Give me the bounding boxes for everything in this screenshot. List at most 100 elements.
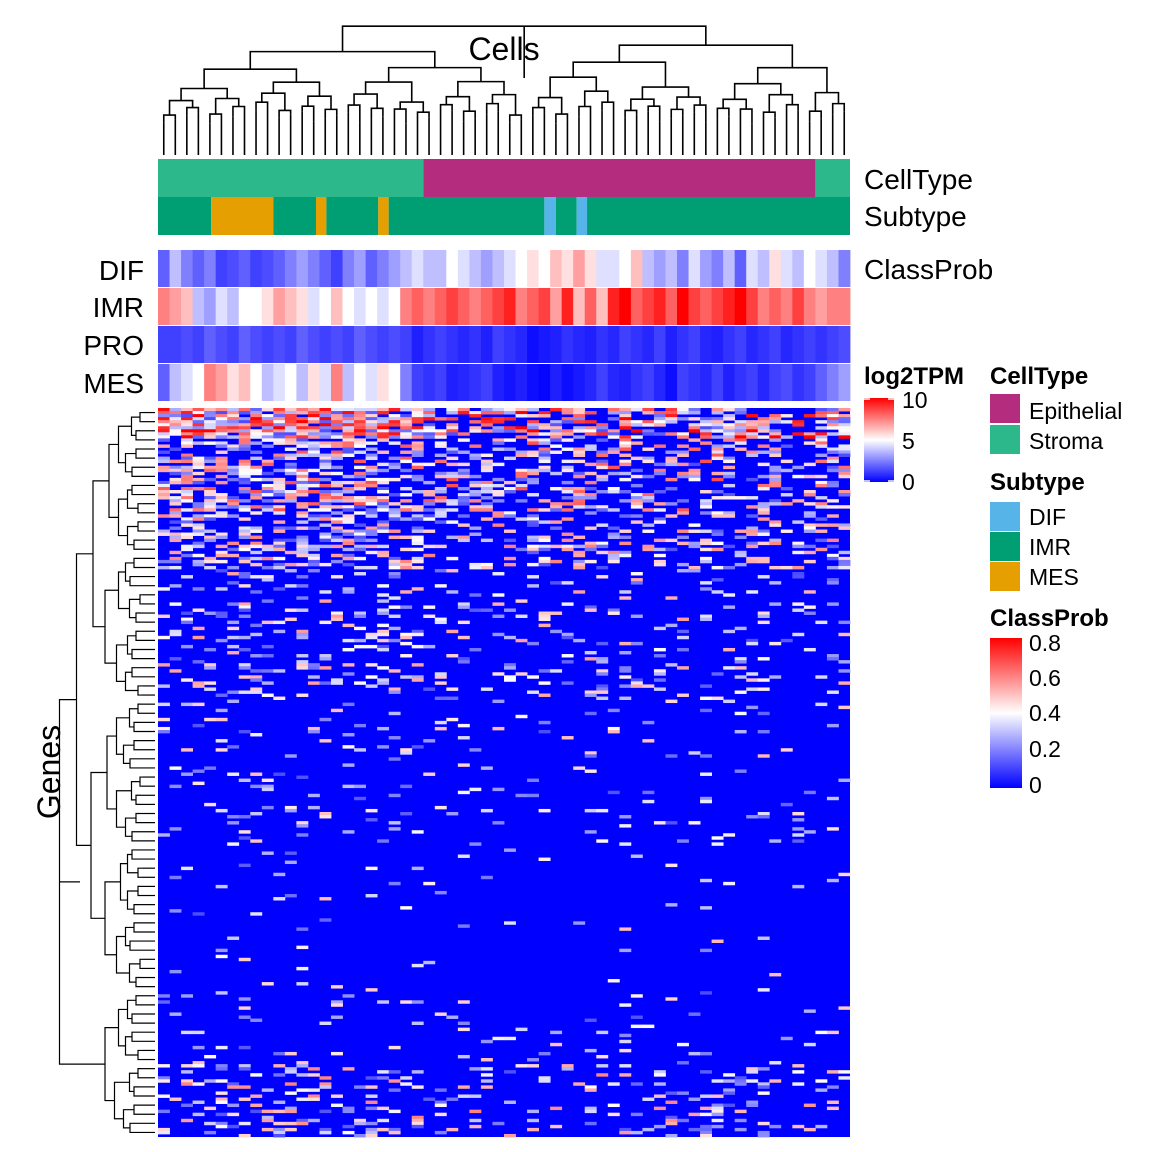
heatmap-cell	[434, 496, 447, 500]
expression-heatmap	[158, 408, 851, 1138]
heatmap-cell	[423, 462, 436, 467]
heatmap-cell	[446, 432, 459, 436]
heatmap-cell	[607, 979, 620, 983]
heatmap-cell	[227, 1112, 240, 1117]
classprob-cell	[550, 364, 563, 401]
dendrogram-branch	[601, 101, 615, 121]
heatmap-cell	[342, 672, 355, 676]
heatmap-cell	[365, 435, 378, 439]
heatmap-cell	[377, 644, 390, 649]
classprob-cell	[815, 364, 828, 401]
heatmap-cell	[573, 544, 586, 549]
heatmap-cell	[307, 562, 320, 567]
heatmap-cell	[204, 505, 217, 509]
classprob-cell	[700, 288, 712, 325]
heatmap-cell	[573, 559, 586, 564]
heatmap-cell	[261, 778, 274, 783]
heatmap-cell	[354, 420, 366, 424]
heatmap-cell	[596, 523, 609, 527]
heatmap-cell	[527, 471, 539, 476]
subtype-segment	[544, 197, 556, 235]
heatmap-cell	[169, 584, 182, 588]
heatmap-cell	[342, 623, 355, 628]
heatmap-cell	[665, 420, 678, 424]
heatmap-cell	[446, 477, 459, 482]
heatmap-cell	[677, 474, 689, 479]
heatmap-cell	[711, 423, 724, 427]
heatmap-cell	[342, 763, 355, 767]
heatmap-cell	[815, 529, 828, 533]
classprob-cell	[158, 288, 170, 325]
heatmap-cell	[227, 408, 240, 412]
heatmap-cell	[158, 1079, 170, 1083]
heatmap-cell	[665, 432, 678, 436]
heatmap-cell	[400, 559, 413, 564]
heatmap-cell	[746, 529, 759, 533]
heatmap-cell	[688, 417, 701, 421]
heatmap-cell	[457, 462, 470, 467]
heatmap-cell	[411, 508, 424, 512]
row-dendrogram-branch	[137, 685, 143, 696]
heatmap-cell	[319, 1130, 332, 1135]
heatmap-cell	[538, 538, 551, 543]
heatmap-cell	[158, 702, 170, 707]
heatmap-cell	[238, 474, 251, 479]
heatmap-cell	[561, 538, 574, 543]
heatmap-cell	[803, 462, 816, 467]
heatmap-cell	[296, 1088, 309, 1092]
heatmap-cell	[700, 426, 712, 430]
heatmap-cell	[504, 1100, 516, 1104]
classprob-cell	[723, 364, 736, 401]
heatmap-cell	[457, 502, 470, 506]
heatmap-cell	[480, 517, 493, 521]
heatmap-cell	[261, 429, 274, 433]
heatmap-cell	[377, 505, 390, 509]
heatmap-cell	[158, 663, 170, 667]
heatmap-cell	[169, 508, 182, 512]
row-dendrogram	[58, 411, 155, 1134]
heatmap-cell	[423, 414, 436, 418]
heatmap-cell	[723, 456, 736, 461]
heatmap-cell	[492, 429, 505, 433]
heatmap-cell	[434, 568, 447, 573]
heatmap-cell	[480, 420, 493, 424]
heatmap-cell	[319, 514, 332, 518]
heatmap-cell	[492, 477, 505, 482]
heatmap-cell	[561, 486, 574, 491]
heatmap-cell	[319, 654, 332, 658]
heatmap-cell	[238, 1067, 251, 1071]
classprob-cell	[296, 250, 309, 287]
heatmap-cell	[527, 562, 539, 567]
heatmap-cell	[181, 474, 193, 479]
heatmap-cell	[446, 590, 459, 594]
heatmap-cell	[192, 486, 205, 491]
classprob-cell	[400, 326, 413, 363]
heatmap-cell	[838, 432, 851, 436]
heatmap-cell	[261, 423, 274, 427]
heatmap-cell	[550, 1124, 563, 1129]
dendrogram-branch	[462, 110, 476, 122]
heatmap-cell	[480, 465, 493, 470]
heatmap-cell	[584, 411, 597, 415]
heatmap-cell	[261, 444, 274, 448]
heatmap-cell	[250, 490, 263, 494]
heatmap-cell	[700, 505, 712, 509]
heatmap-cell	[665, 1091, 678, 1095]
heatmap-cell	[158, 426, 170, 430]
heatmap-cell	[792, 423, 805, 427]
heatmap-cell	[619, 414, 632, 418]
heatmap-cell	[261, 851, 274, 855]
heatmap-cell	[331, 1003, 343, 1007]
classprob-cell	[457, 250, 470, 287]
heatmap-cell	[377, 638, 390, 643]
row-dendrogram-branch	[119, 863, 128, 901]
heatmap-cell	[238, 465, 251, 470]
heatmap-cell	[388, 414, 401, 418]
row-label-dif: DIF	[99, 255, 144, 286]
heatmap-cell	[296, 486, 309, 491]
heatmap-cell	[400, 654, 413, 658]
classprob-cell	[677, 250, 689, 287]
classprob-cell	[665, 364, 678, 401]
heatmap-cell	[342, 520, 355, 524]
